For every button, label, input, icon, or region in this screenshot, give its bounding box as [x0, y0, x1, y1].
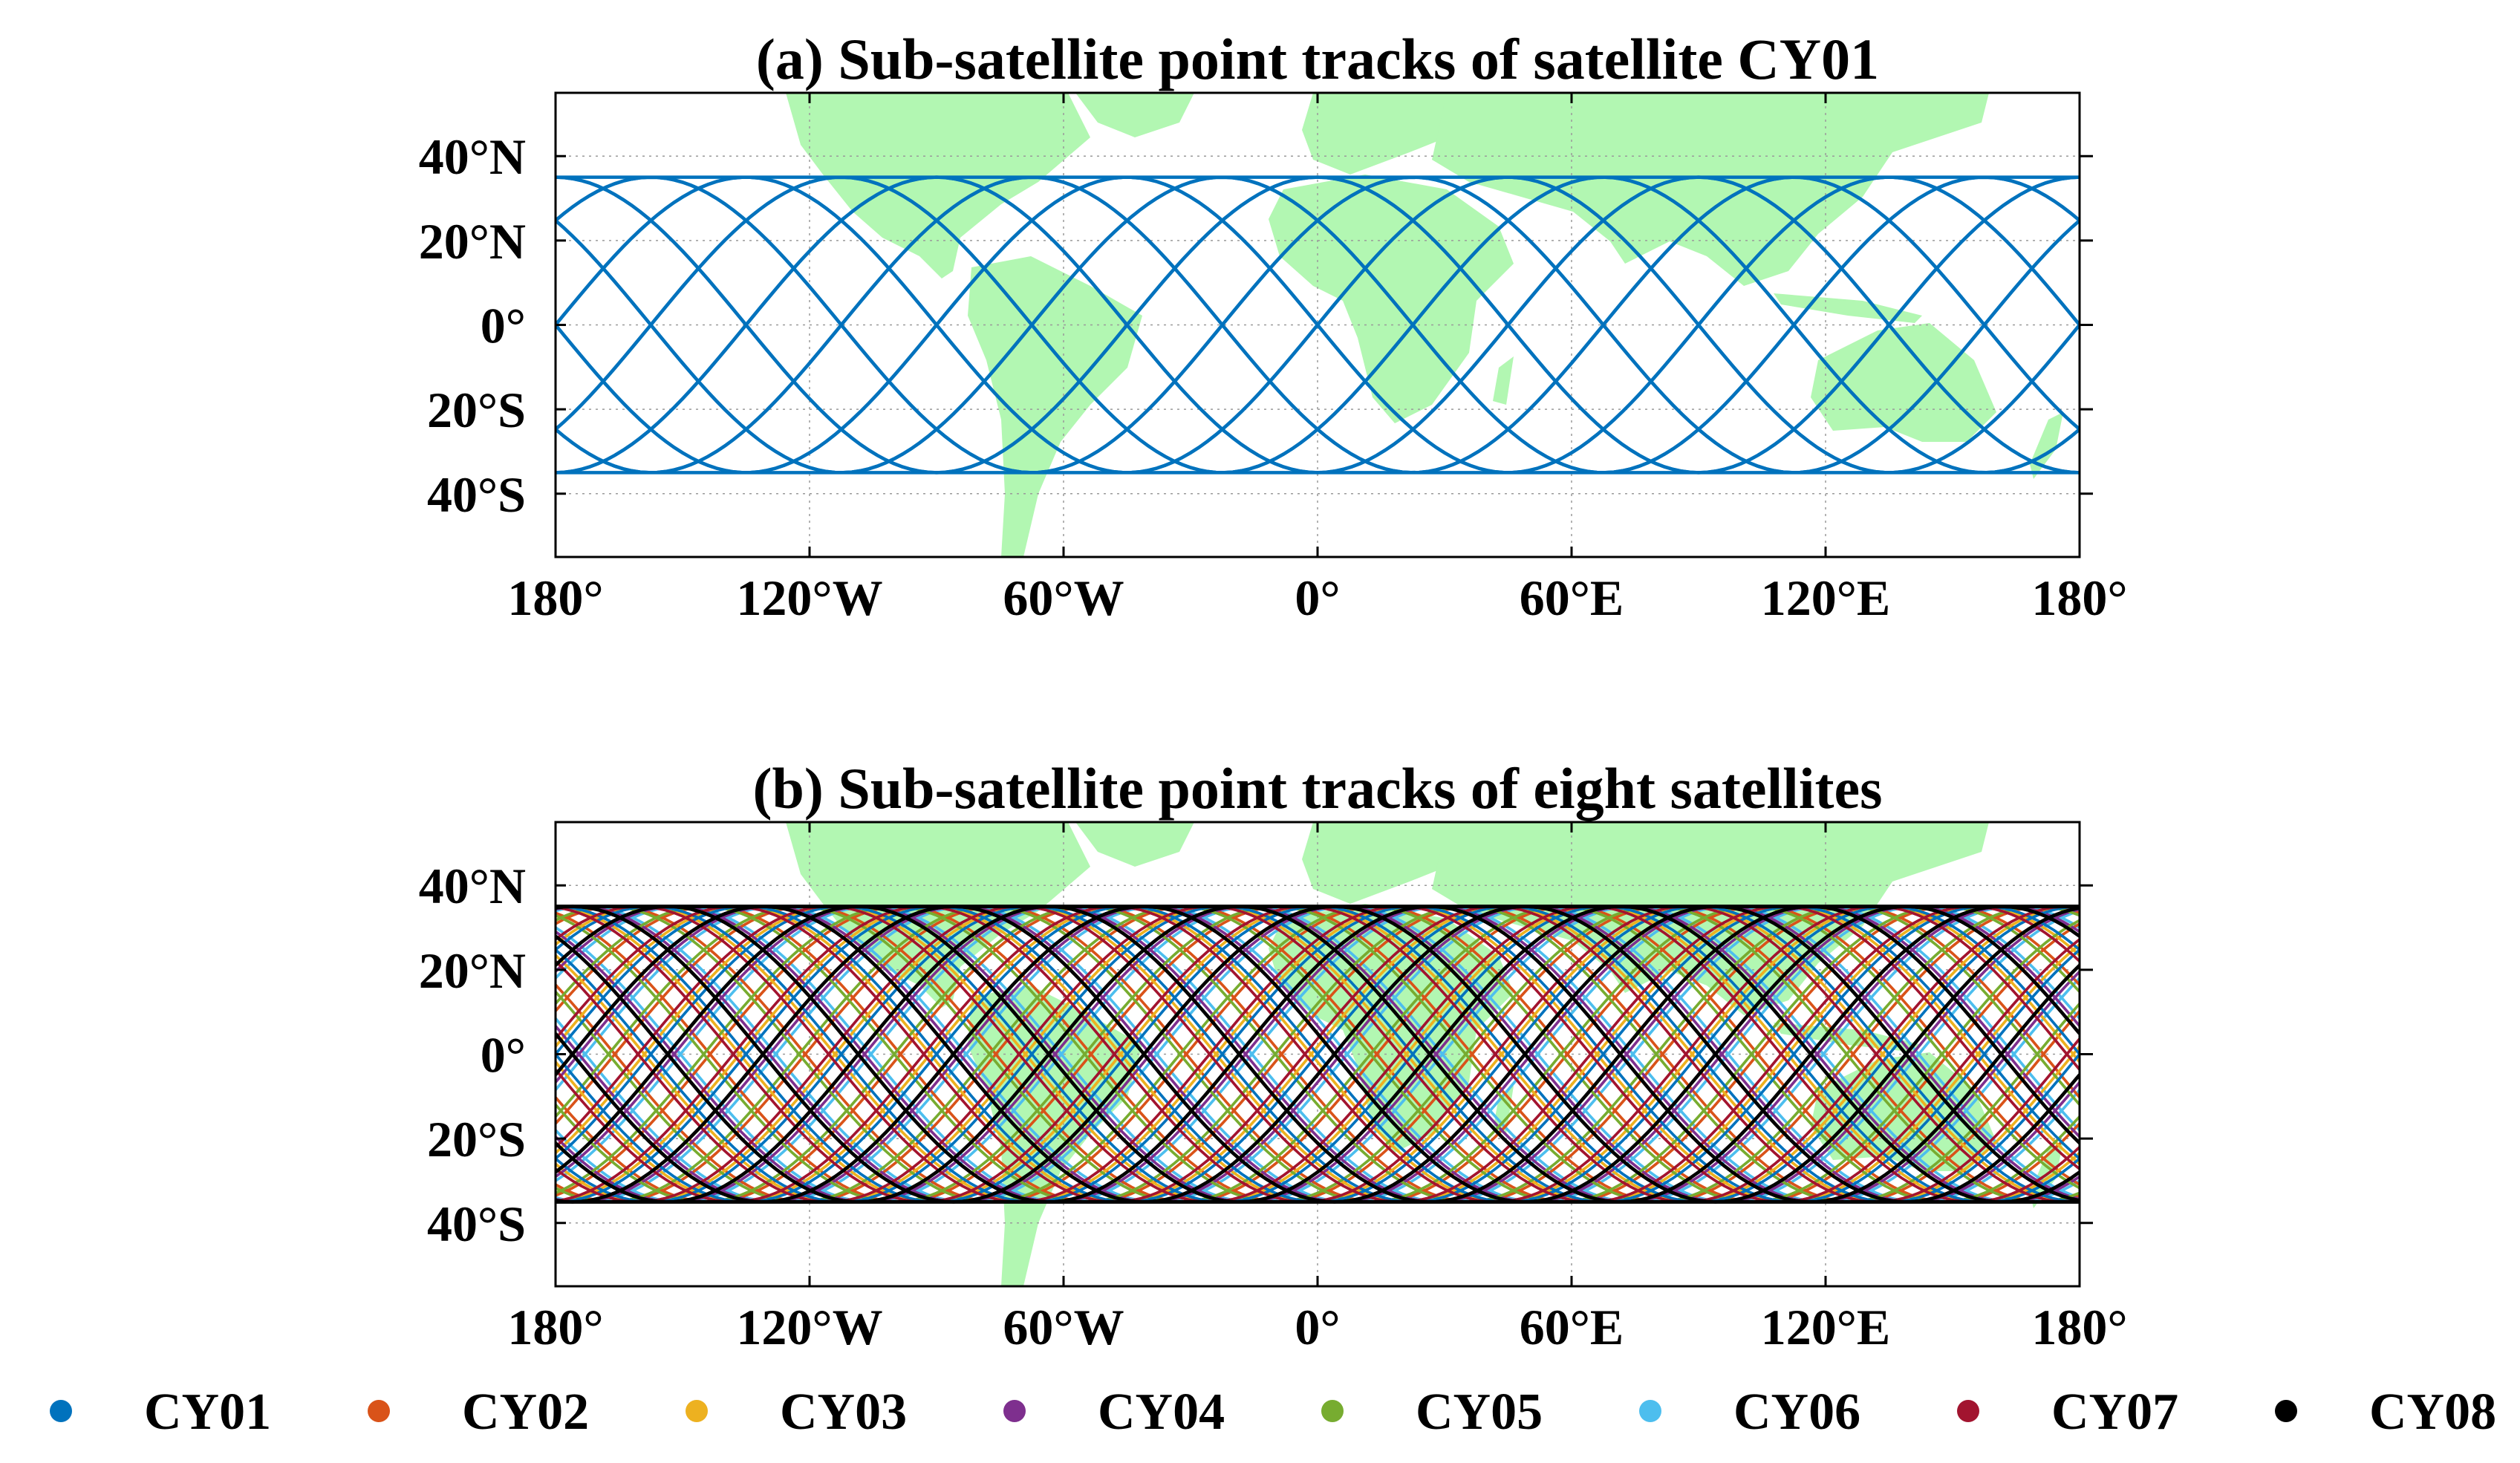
track-cy07: [556, 905, 2080, 1204]
y-tick-label: 40°S: [427, 1196, 526, 1252]
track-cy08: [556, 905, 2080, 1204]
track-cy03: [556, 905, 2080, 1204]
legend-label-cy06: CY06: [1733, 1384, 1860, 1441]
panel-b-plot-area: [556, 822, 2080, 1286]
track-cy01: [556, 175, 2080, 475]
y-tick-label: 20°S: [427, 382, 526, 438]
x-tick-label: 180°: [507, 1299, 603, 1355]
legend-label-cy05: CY05: [1416, 1384, 1543, 1441]
track-cy03: [556, 905, 2080, 1203]
track-cy01: [556, 905, 2080, 1204]
track-cy04: [556, 905, 2080, 1204]
track-cy01: [556, 905, 2080, 1203]
track-cy02: [556, 905, 2080, 1204]
track-cy05: [556, 905, 2080, 1204]
track-cy03: [556, 905, 2080, 1204]
track-cy01: [556, 175, 2080, 475]
y-tick-label: 20°N: [419, 213, 526, 270]
x-tick-label: 60°W: [1003, 570, 1124, 626]
legend: CY01 CY02 CY03 CY04 CY05 CY06 CY07 CY08: [50, 1384, 2496, 1441]
y-tick-label: 40°S: [427, 466, 526, 523]
x-tick-label: 120°E: [1761, 570, 1891, 626]
legend-label-cy08: CY08: [2369, 1384, 2496, 1441]
legend-marker-cy01: [50, 1400, 72, 1422]
track-cy06: [556, 905, 2080, 1203]
panel-a-title: (a) Sub-satellite point tracks of satell…: [756, 27, 1879, 91]
track-cy05: [556, 905, 2080, 1204]
track-cy03: [556, 905, 2080, 1204]
x-tick-label: 180°: [507, 570, 603, 626]
panel-a-plot-area: [556, 93, 2080, 557]
panel-b-title: (b) Sub-satellite point tracks of eight …: [753, 756, 1883, 821]
legend-marker-cy07: [1957, 1400, 1979, 1422]
legend-label-cy02: CY02: [462, 1384, 589, 1441]
legend-marker-cy02: [368, 1400, 390, 1422]
y-tick-label: 40°N: [419, 128, 526, 185]
panel-a: (a) Sub-satellite point tracks of satell…: [419, 27, 2128, 626]
x-tick-label: 120°W: [736, 1299, 882, 1355]
track-cy08: [556, 905, 2080, 1204]
x-tick-label: 60°W: [1003, 1299, 1124, 1355]
panel-b-tracks: [556, 905, 2080, 1204]
x-tick-label: 120°W: [736, 570, 882, 626]
legend-marker-cy04: [1003, 1400, 1026, 1422]
track-cy07: [556, 905, 2080, 1204]
track-cy02: [556, 905, 2080, 1204]
track-cy01: [556, 905, 2080, 1204]
track-cy07: [556, 905, 2080, 1204]
x-tick-label: 0°: [1295, 1299, 1340, 1355]
panel-b-ticks: 180° 120°W 60°W 0° 60°E 120°E 180° 40°N 20°N 0° 20…: [419, 822, 2128, 1355]
y-tick-label: 0°: [481, 298, 526, 354]
legend-marker-cy06: [1639, 1400, 1661, 1422]
x-tick-label: 180°: [2031, 570, 2127, 626]
track-cy04: [556, 905, 2080, 1203]
track-cy03: [556, 905, 2080, 1204]
x-tick-label: 180°: [2031, 1299, 2127, 1355]
track-cy03: [556, 905, 2080, 1203]
legend-label-cy01: CY01: [144, 1384, 271, 1441]
legend-marker-cy03: [686, 1400, 708, 1422]
y-tick-label: 0°: [481, 1027, 526, 1084]
track-cy02: [556, 905, 2080, 1204]
y-tick-label: 20°N: [419, 942, 526, 999]
legend-label-cy07: CY07: [2051, 1384, 2178, 1441]
track-cy02: [556, 905, 2080, 1204]
track-cy05: [556, 905, 2080, 1204]
track-cy06: [556, 905, 2080, 1203]
track-cy04: [556, 905, 2080, 1203]
track-cy04: [556, 905, 2080, 1204]
y-tick-label: 40°N: [419, 858, 526, 914]
panel-b: (b) Sub-satellite point tracks of eight …: [419, 756, 2128, 1355]
y-tick-label: 20°S: [427, 1111, 526, 1167]
track-cy05: [556, 905, 2080, 1204]
panel-a-ticks: 180° 120°W 60°W 0° 60°E 120°E 180° 40°N 20°N 0° 20…: [419, 93, 2128, 626]
x-tick-label: 120°E: [1761, 1299, 1891, 1355]
legend-marker-cy05: [1321, 1400, 1344, 1422]
panel-a-tracks: [556, 175, 2080, 475]
x-tick-label: 60°E: [1520, 1299, 1624, 1355]
legend-label-cy04: CY04: [1098, 1384, 1225, 1441]
legend-marker-cy08: [2275, 1400, 2297, 1422]
x-tick-label: 0°: [1295, 570, 1340, 626]
legend-label-cy03: CY03: [780, 1384, 907, 1441]
x-tick-label: 60°E: [1520, 570, 1624, 626]
track-cy07: [556, 905, 2080, 1204]
track-cy01: [556, 175, 2080, 475]
